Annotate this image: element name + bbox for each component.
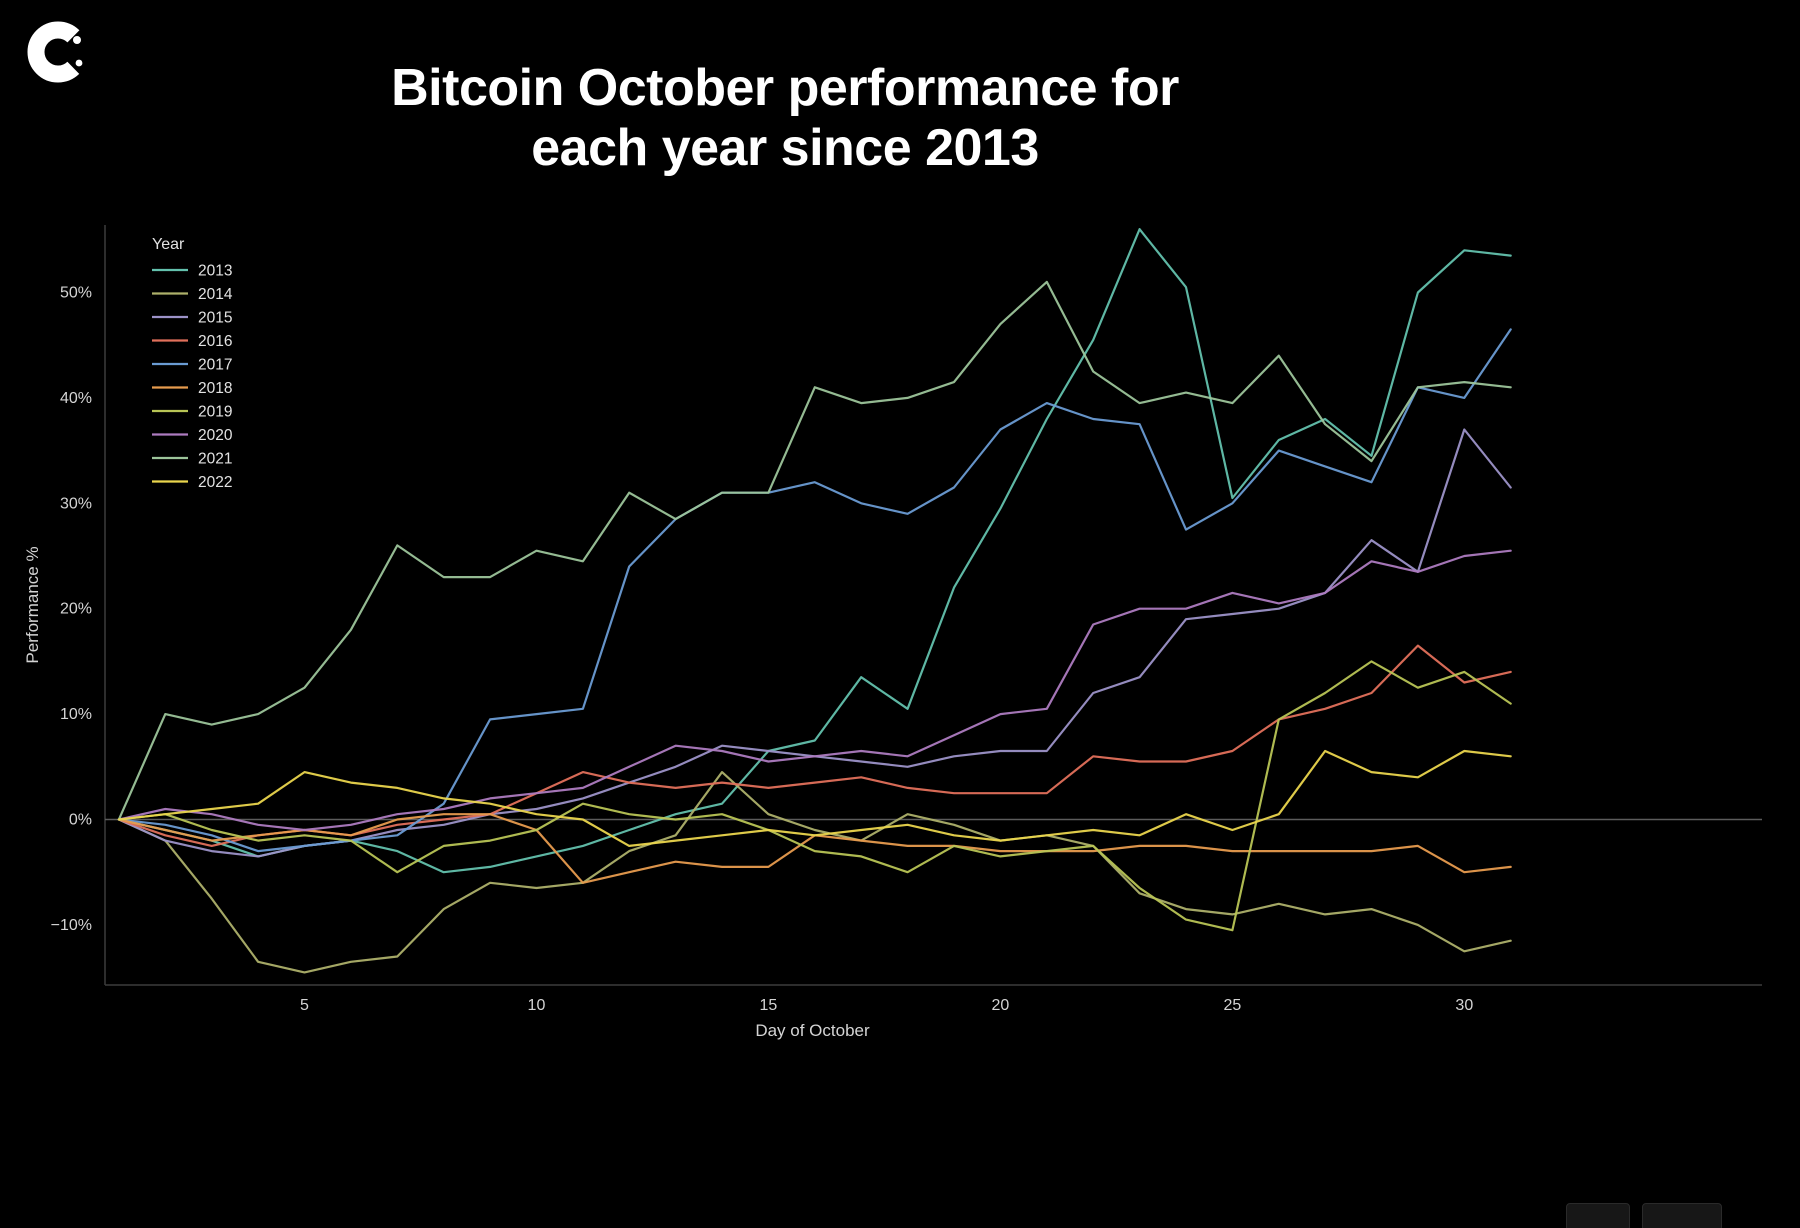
legend-label-2021: 2021	[198, 451, 232, 468]
legend-label-2016: 2016	[198, 333, 232, 350]
chart-title: Bitcoin October performance for each yea…	[0, 58, 1570, 178]
footer-button-right[interactable]	[1642, 1203, 1722, 1228]
y-tick-label: −10%	[51, 917, 92, 934]
y-tick-label: 30%	[60, 495, 92, 512]
series-line-2016	[117, 644, 1512, 848]
series-line-2019	[117, 660, 1512, 932]
y-tick-label: 50%	[60, 284, 92, 301]
x-tick-label: 15	[760, 997, 778, 1014]
series-line-2013	[117, 228, 1512, 874]
x-tick-label: 25	[1223, 997, 1241, 1014]
y-tick-label: 40%	[60, 390, 92, 407]
y-tick-label: 20%	[60, 601, 92, 618]
coindesk-logo	[26, 20, 90, 84]
x-tick-label: 5	[300, 997, 309, 1014]
coindesk-c-icon	[27, 21, 89, 83]
series-line-2021	[117, 280, 1512, 821]
legend-label-2014: 2014	[198, 286, 233, 303]
x-tick-label: 20	[991, 997, 1009, 1014]
legend-label-2015: 2015	[198, 310, 232, 327]
legend-label-2013: 2013	[198, 263, 232, 280]
legend-title: Year	[152, 236, 185, 253]
footer-button-left[interactable]	[1566, 1203, 1630, 1228]
legend-label-2017: 2017	[198, 357, 232, 374]
legend-label-2018: 2018	[198, 380, 232, 397]
series-line-2020	[117, 549, 1512, 832]
x-axis-label: Day of October	[755, 1021, 870, 1040]
series-line-2018	[117, 813, 1512, 884]
series-line-2017	[117, 328, 1512, 853]
series-line-2014	[117, 770, 1512, 974]
legend-label-2020: 2020	[198, 427, 233, 444]
x-tick-label: 10	[528, 997, 546, 1014]
y-tick-label: 0%	[69, 812, 92, 829]
y-tick-label: 10%	[60, 706, 92, 723]
chart-title-line2: each year since 2013	[531, 119, 1039, 177]
series-line-2022	[117, 749, 1512, 848]
y-axis-label: Performance %	[23, 546, 42, 663]
legend-label-2022: 2022	[198, 474, 232, 491]
x-tick-label: 30	[1455, 997, 1473, 1014]
chart-title-line1: Bitcoin October performance for	[391, 59, 1179, 117]
legend-label-2019: 2019	[198, 404, 232, 421]
series-line-2015	[117, 428, 1512, 858]
